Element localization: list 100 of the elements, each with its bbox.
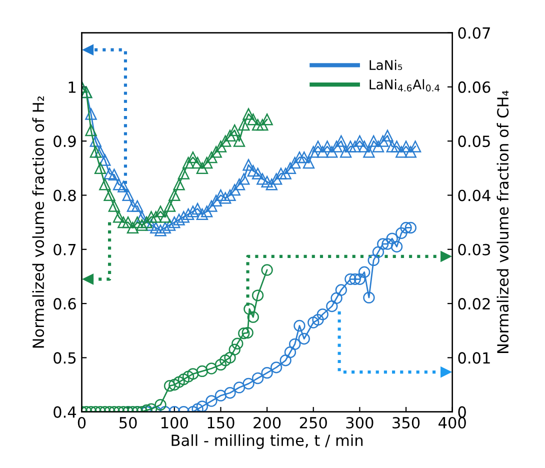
y-tick-label: 1 — [68, 82, 76, 93]
point — [404, 222, 416, 234]
point — [390, 240, 403, 253]
x-tick-label: 0 — [78, 416, 86, 429]
point — [238, 327, 250, 340]
point — [308, 316, 320, 328]
point — [232, 338, 244, 350]
point — [316, 308, 328, 320]
point — [150, 211, 162, 223]
point — [294, 320, 306, 332]
point — [252, 372, 264, 384]
point — [214, 390, 227, 402]
point — [94, 162, 106, 174]
point — [224, 387, 236, 399]
point — [242, 378, 254, 390]
point — [228, 344, 240, 356]
point — [382, 238, 394, 250]
y2-tick-label: 0.03 — [458, 244, 490, 256]
x-tick-label: 300 — [346, 416, 374, 429]
point — [238, 118, 250, 131]
point — [344, 273, 356, 285]
point — [242, 326, 254, 339]
point — [173, 376, 185, 388]
point — [386, 232, 398, 244]
point — [368, 254, 380, 266]
y2-tick-label: 0.02 — [458, 298, 490, 310]
point — [298, 332, 310, 345]
point — [145, 211, 158, 223]
point — [247, 114, 259, 126]
x-tick-label: 200 — [254, 416, 281, 429]
y-tick-label: 0.8 — [54, 190, 76, 202]
point — [206, 395, 218, 407]
point — [228, 124, 240, 136]
point — [132, 216, 144, 228]
y-tick-label: 0.7 — [54, 244, 76, 256]
point — [377, 238, 389, 250]
point — [206, 151, 218, 164]
point — [312, 314, 324, 326]
legend-label: LaNi$_{4.6}$Al$_{0.4}$ — [370, 79, 440, 92]
point — [284, 346, 296, 358]
point — [196, 365, 208, 378]
point — [242, 108, 254, 120]
point — [270, 362, 282, 374]
point — [192, 156, 204, 169]
x-tick-label: 50 — [120, 416, 137, 429]
point — [159, 211, 171, 223]
point — [90, 146, 102, 158]
point — [220, 354, 232, 366]
y-tick-label: 0.4 — [54, 406, 76, 418]
point — [335, 284, 348, 296]
point — [233, 382, 246, 394]
point — [261, 114, 273, 126]
point — [178, 168, 190, 180]
point — [261, 264, 273, 276]
point — [224, 352, 236, 364]
point — [85, 124, 97, 136]
y-tick-label: 0.5 — [54, 352, 76, 364]
point — [400, 222, 412, 234]
point — [178, 374, 190, 386]
point — [173, 178, 185, 190]
point — [247, 311, 259, 323]
point — [168, 378, 180, 391]
point — [104, 189, 116, 202]
x-axis-title: Ball - milling time, t / min — [172, 434, 363, 450]
point — [136, 219, 148, 231]
point — [112, 211, 125, 223]
point — [252, 290, 264, 302]
point — [122, 216, 134, 228]
y2-tick-label: 0.04 — [458, 190, 490, 202]
x-tick-label: 250 — [300, 416, 327, 429]
y2-tick-label: 0.06 — [458, 81, 490, 93]
point — [214, 140, 227, 152]
point — [372, 246, 384, 258]
point — [164, 380, 176, 392]
point — [187, 151, 199, 164]
point — [206, 362, 218, 374]
point — [108, 200, 120, 212]
point — [154, 398, 166, 411]
y2-axis-title: Normalized volume fraction of CH₄ — [496, 90, 509, 353]
point — [126, 222, 139, 234]
y-tick-label: 0.6 — [54, 298, 76, 310]
point — [164, 200, 176, 212]
x-tick-label: 100 — [161, 416, 188, 429]
point — [187, 368, 199, 380]
point — [182, 370, 194, 382]
point — [233, 135, 246, 147]
point — [330, 292, 342, 304]
y2-tick-label: 0 — [458, 406, 466, 418]
point — [396, 227, 408, 239]
point — [118, 216, 130, 228]
point — [363, 292, 375, 304]
x-tick-label: 400 — [438, 416, 466, 429]
point — [168, 189, 180, 202]
y2-tick-label: 0.05 — [458, 136, 490, 148]
legend-label: LaNi₅ — [370, 60, 402, 70]
point — [196, 162, 208, 174]
point — [196, 400, 208, 412]
point — [358, 266, 370, 278]
point — [210, 146, 222, 158]
point — [256, 118, 268, 131]
